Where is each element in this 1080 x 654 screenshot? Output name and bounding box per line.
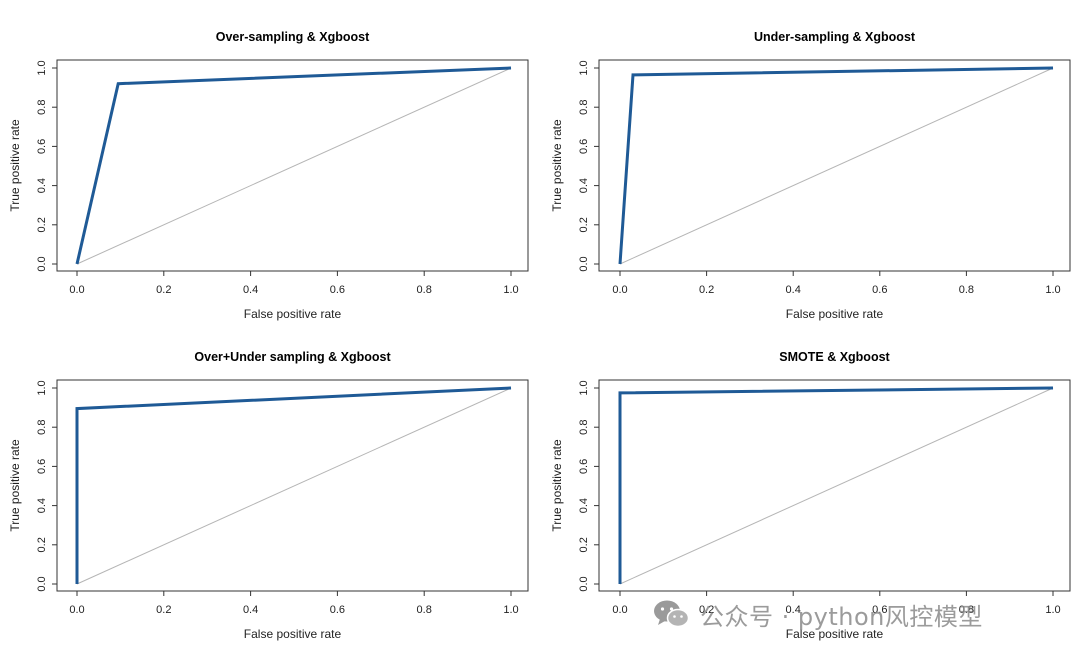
x-tick-label-1-0: 0.0	[69, 284, 84, 296]
y-tick-label-1-3: 0.6	[36, 139, 48, 154]
y-tick-label-4-4: 0.8	[578, 420, 590, 435]
y-tick-label-4-3: 0.6	[578, 459, 590, 474]
x-axis-label-4: False positive rate	[786, 627, 884, 641]
x-tick-label-4-0: 0.0	[612, 604, 627, 616]
plot-frame-2	[598, 59, 1071, 272]
chart-title-1: Over-sampling & Xgboost	[216, 30, 370, 44]
chart-title-4: SMOTE & Xgboost	[779, 350, 890, 364]
watermark-text: 公众号 · python风控模型	[700, 602, 983, 631]
x-tick-label-2-0: 0.0	[612, 284, 627, 296]
x-tick-label-4-1: 0.2	[699, 604, 714, 616]
y-tick-label-1-5: 1.0	[36, 60, 48, 75]
chart-title-2: Under-sampling & Xgboost	[754, 30, 916, 44]
y-axis-label-4: True positive rate	[550, 439, 564, 532]
wechat-icon	[654, 600, 690, 628]
roc-curve-2	[618, 66, 1054, 265]
y-tick-label-1-1: 0.2	[36, 217, 48, 232]
y-tick-label-2-3: 0.6	[578, 139, 590, 154]
y-tick-label-2-2: 0.4	[578, 178, 590, 193]
diagonal-reference-line-2	[619, 67, 1054, 265]
y-tick-label-3-4: 0.8	[36, 420, 48, 435]
x-tick-label-1-5: 1.0	[503, 284, 518, 296]
x-tick-label-2-4: 0.8	[959, 284, 974, 296]
x-tick-label-1-4: 0.8	[417, 284, 432, 296]
x-tick-label-4-4: 0.8	[959, 604, 974, 616]
x-tick-label-3-4: 0.8	[417, 604, 432, 616]
x-tick-label-1-1: 0.2	[156, 284, 171, 296]
y-tick-label-4-0: 0.0	[578, 576, 590, 591]
roc-curve-4	[618, 386, 1054, 584]
x-tick-label-2-2: 0.4	[786, 284, 801, 296]
diagonal-reference-line-3	[76, 387, 512, 585]
x-tick-label-4-3: 0.6	[872, 604, 887, 616]
y-tick-label-3-3: 0.6	[36, 459, 48, 474]
roc-curve-3	[75, 386, 512, 584]
y-tick-label-1-0: 0.0	[36, 256, 48, 271]
watermark: 公众号 · python风控模型	[652, 592, 1072, 636]
y-axis-label-3: True positive rate	[8, 439, 22, 532]
chart-title-3: Over+Under sampling & Xgboost	[194, 350, 391, 364]
y-tick-label-3-1: 0.2	[36, 537, 48, 552]
x-tick-label-1-2: 0.4	[243, 284, 258, 296]
y-tick-label-2-1: 0.2	[578, 217, 590, 232]
x-axis-label-3: False positive rate	[244, 627, 342, 641]
y-tick-label-4-1: 0.2	[578, 537, 590, 552]
x-tick-label-4-2: 0.4	[786, 604, 801, 616]
y-tick-label-1-4: 0.8	[36, 100, 48, 115]
x-tick-label-3-0: 0.0	[69, 604, 84, 616]
plot-frame-3	[56, 379, 529, 592]
diagonal-reference-line-4	[619, 387, 1054, 585]
y-tick-label-4-5: 1.0	[578, 380, 590, 395]
plot-frame-1	[56, 59, 529, 272]
x-tick-label-1-3: 0.6	[330, 284, 345, 296]
y-tick-label-2-5: 1.0	[578, 60, 590, 75]
x-tick-label-2-1: 0.2	[699, 284, 714, 296]
y-tick-label-2-4: 0.8	[578, 100, 590, 115]
x-tick-label-3-2: 0.4	[243, 604, 258, 616]
y-tick-label-3-5: 1.0	[36, 380, 48, 395]
y-tick-label-1-2: 0.4	[36, 178, 48, 193]
y-axis-label-1: True positive rate	[8, 119, 22, 212]
y-tick-label-2-0: 0.0	[578, 256, 590, 271]
x-tick-label-4-5: 1.0	[1045, 604, 1060, 616]
x-axis-label-1: False positive rate	[244, 307, 342, 321]
x-tick-label-3-3: 0.6	[330, 604, 345, 616]
y-tick-label-3-0: 0.0	[36, 576, 48, 591]
plot-frame-4	[598, 379, 1071, 592]
diagonal-reference-line-1	[76, 67, 512, 265]
x-tick-label-3-1: 0.2	[156, 604, 171, 616]
y-axis-label-2: True positive rate	[550, 119, 564, 212]
x-tick-label-2-3: 0.6	[872, 284, 887, 296]
x-tick-label-2-5: 1.0	[1045, 284, 1060, 296]
roc-curve-1	[75, 66, 512, 265]
x-tick-label-3-5: 1.0	[503, 604, 518, 616]
y-tick-label-3-2: 0.4	[36, 498, 48, 513]
x-axis-label-2: False positive rate	[786, 307, 884, 321]
y-tick-label-4-2: 0.4	[578, 498, 590, 513]
